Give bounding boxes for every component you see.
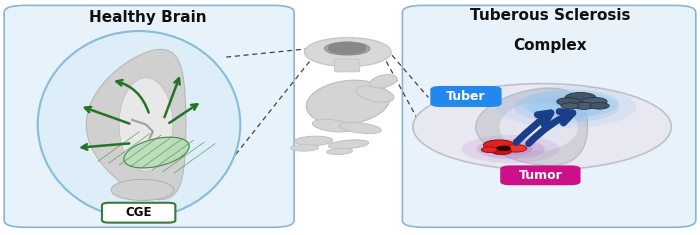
Ellipse shape	[340, 122, 382, 133]
Ellipse shape	[514, 91, 619, 123]
Ellipse shape	[528, 95, 605, 118]
Ellipse shape	[38, 31, 240, 218]
Polygon shape	[307, 80, 389, 124]
FancyBboxPatch shape	[4, 5, 294, 227]
Circle shape	[582, 98, 607, 106]
Text: Tuberous Sclerosis: Tuberous Sclerosis	[470, 8, 631, 23]
Circle shape	[497, 146, 511, 151]
Circle shape	[413, 84, 671, 170]
Text: Complex: Complex	[514, 38, 587, 53]
Circle shape	[556, 98, 580, 106]
Circle shape	[573, 102, 594, 109]
Text: Tumor: Tumor	[519, 169, 562, 182]
Ellipse shape	[522, 90, 619, 118]
Circle shape	[589, 102, 609, 109]
FancyBboxPatch shape	[500, 165, 580, 185]
Ellipse shape	[489, 143, 533, 155]
Ellipse shape	[312, 119, 353, 132]
Ellipse shape	[328, 140, 369, 149]
Polygon shape	[476, 88, 587, 165]
Text: CGE: CGE	[125, 206, 152, 219]
Ellipse shape	[295, 136, 332, 146]
FancyBboxPatch shape	[102, 203, 175, 223]
Polygon shape	[86, 49, 186, 200]
FancyBboxPatch shape	[402, 5, 696, 227]
Circle shape	[492, 148, 512, 155]
Ellipse shape	[356, 86, 394, 102]
FancyBboxPatch shape	[430, 86, 502, 107]
Ellipse shape	[326, 148, 353, 155]
Ellipse shape	[497, 86, 636, 128]
FancyBboxPatch shape	[335, 59, 360, 72]
Circle shape	[505, 145, 526, 152]
Circle shape	[565, 93, 596, 103]
Polygon shape	[500, 103, 577, 150]
Circle shape	[328, 42, 367, 55]
Circle shape	[561, 103, 579, 109]
Ellipse shape	[462, 135, 559, 163]
Ellipse shape	[325, 42, 370, 55]
Circle shape	[304, 38, 391, 67]
Ellipse shape	[477, 139, 545, 159]
Circle shape	[482, 147, 498, 153]
Polygon shape	[119, 78, 173, 171]
Ellipse shape	[290, 145, 318, 151]
Ellipse shape	[111, 179, 174, 200]
Ellipse shape	[370, 74, 397, 88]
Text: Healthy Brain: Healthy Brain	[89, 10, 206, 25]
Text: Tuber: Tuber	[446, 90, 486, 103]
Circle shape	[484, 140, 514, 150]
Polygon shape	[124, 137, 189, 168]
